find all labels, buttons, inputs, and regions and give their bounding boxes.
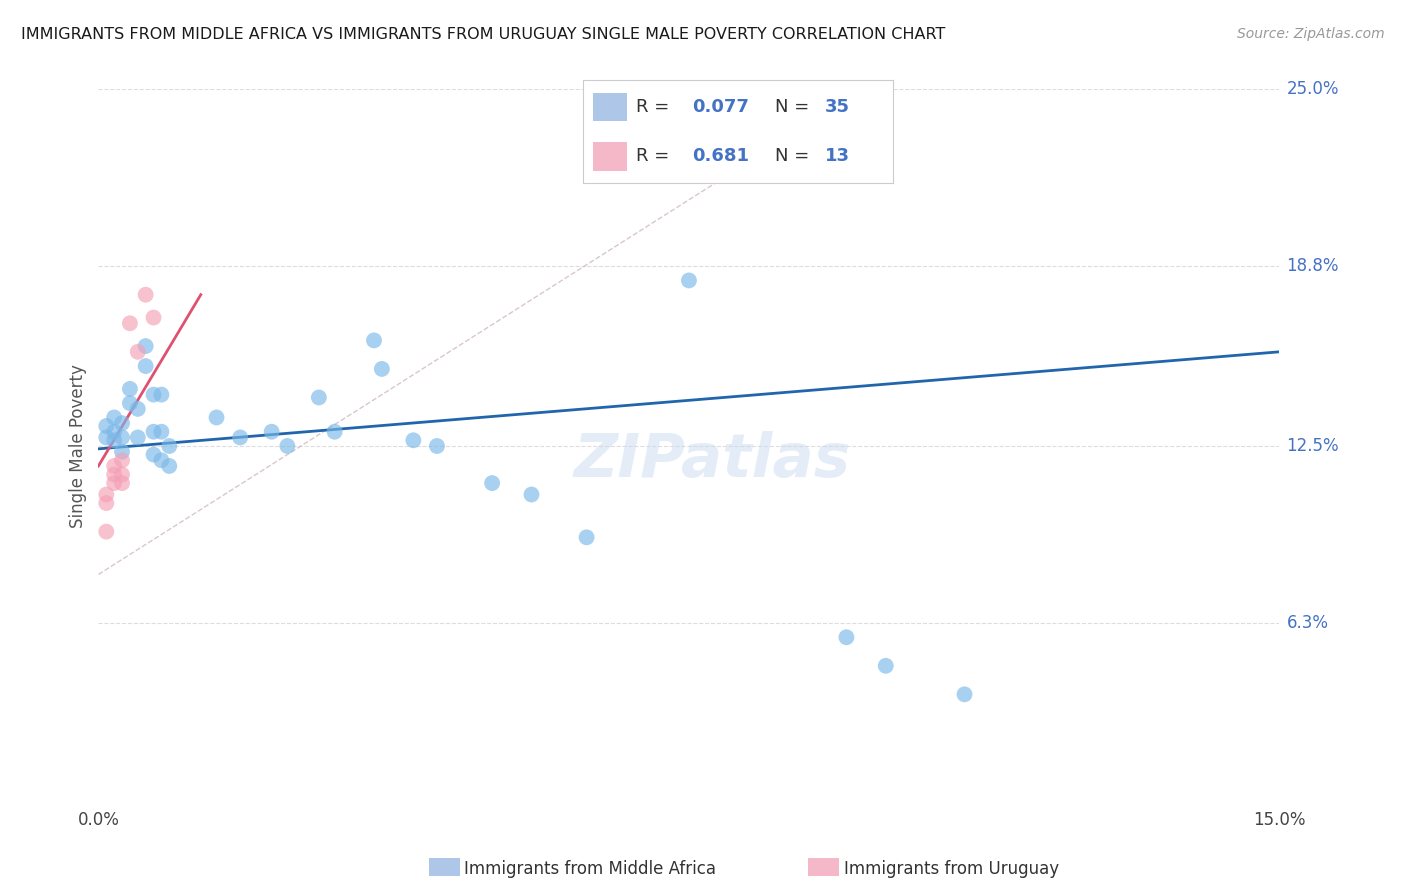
Point [103,425,125,439]
Point [575,530,598,544]
Point [678,273,700,287]
Point [103,410,125,425]
Point [276,439,298,453]
Point [953,687,976,701]
Point [402,434,425,448]
Point [103,476,125,491]
Point [111,476,134,491]
Text: N =: N = [775,147,815,165]
Point [150,425,173,439]
Text: 0.077: 0.077 [692,98,748,116]
Point [426,439,449,453]
Point [835,630,858,644]
Point [127,401,149,416]
Text: ZIPatlas: ZIPatlas [574,431,851,490]
Text: 6.3%: 6.3% [1286,614,1329,632]
Point [260,425,283,439]
Text: Immigrants from Middle Africa: Immigrants from Middle Africa [464,860,716,878]
Point [118,396,141,410]
Point [150,387,173,401]
Point [96,496,118,510]
Point [96,524,118,539]
Point [96,487,118,501]
Point [135,359,157,373]
Text: Source: ZipAtlas.com: Source: ZipAtlas.com [1237,27,1385,41]
Point [142,448,165,462]
Text: 35: 35 [825,98,849,116]
Point [96,430,118,444]
Point [96,419,118,434]
Text: N =: N = [775,98,815,116]
Point [142,310,165,325]
Text: 18.8%: 18.8% [1286,257,1339,275]
Y-axis label: Single Male Poverty: Single Male Poverty [69,364,87,528]
Text: 13: 13 [825,147,849,165]
Text: IMMIGRANTS FROM MIDDLE AFRICA VS IMMIGRANTS FROM URUGUAY SINGLE MALE POVERTY COR: IMMIGRANTS FROM MIDDLE AFRICA VS IMMIGRA… [21,27,945,42]
Point [150,453,173,467]
Point [111,416,134,430]
Point [103,458,125,473]
Point [638,168,661,182]
Text: 25.0%: 25.0% [1286,80,1339,98]
Point [135,339,157,353]
Point [157,458,180,473]
Bar [593,93,627,121]
Point [142,387,165,401]
Text: Immigrants from Uruguay: Immigrants from Uruguay [844,860,1059,878]
Point [371,362,394,376]
Point [323,425,346,439]
Point [127,430,149,444]
Point [135,287,157,301]
Bar [593,142,627,170]
Point [103,434,125,448]
Point [481,476,503,491]
Point [111,444,134,458]
Text: R =: R = [636,147,675,165]
Text: R =: R = [636,98,675,116]
Text: 0.681: 0.681 [692,147,749,165]
Point [308,391,330,405]
Point [111,430,134,444]
Point [127,344,149,359]
Point [520,487,543,501]
Point [118,316,141,330]
Point [142,425,165,439]
Text: 12.5%: 12.5% [1286,437,1339,455]
Point [118,382,141,396]
Point [875,658,897,673]
Point [103,467,125,482]
Point [363,334,385,348]
Point [229,430,252,444]
Point [111,453,134,467]
Point [111,467,134,482]
Point [157,439,180,453]
Point [205,410,228,425]
